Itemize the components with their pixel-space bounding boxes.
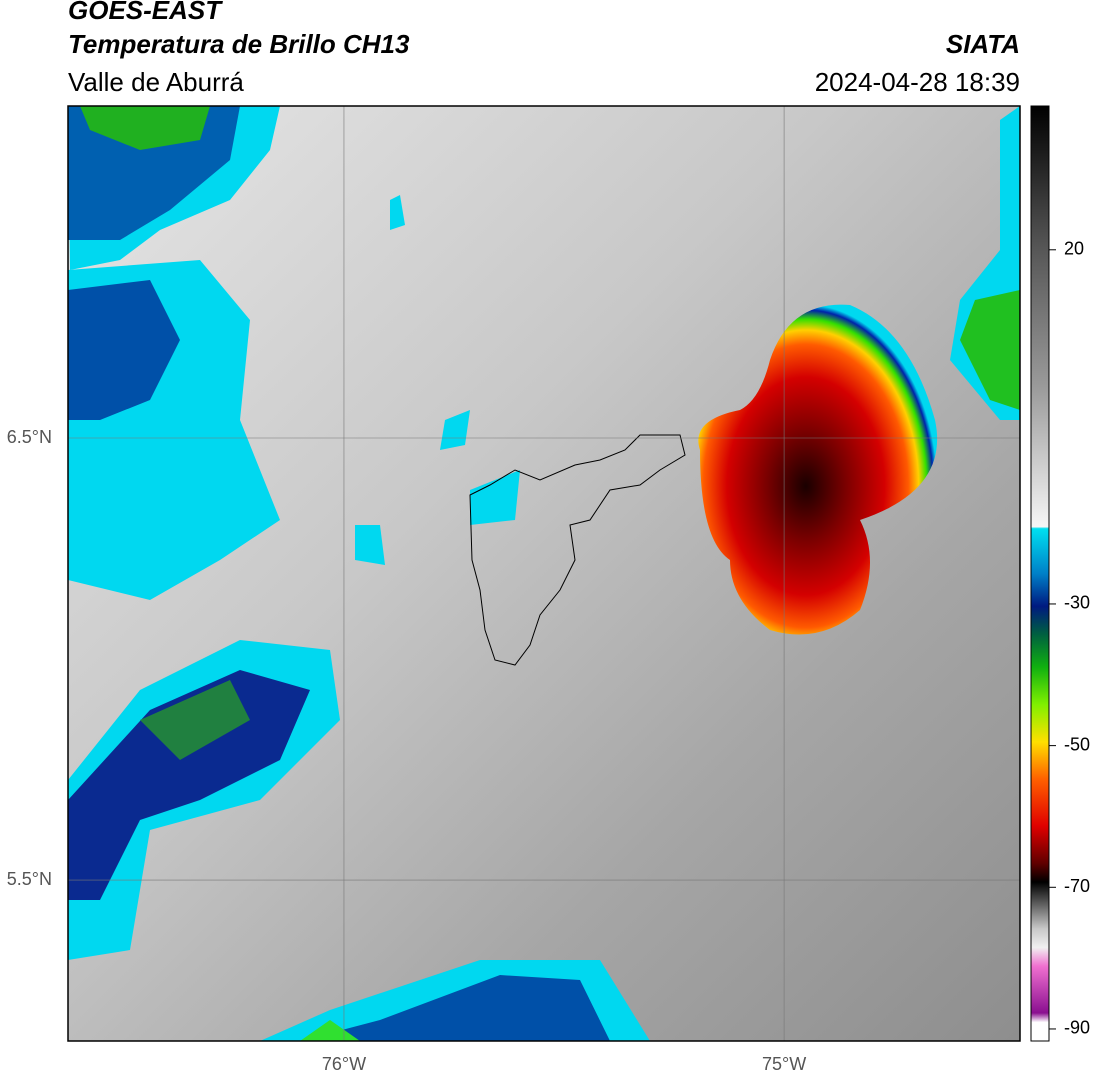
- colorbar-tick-label: -90: [1064, 1018, 1090, 1038]
- lon-label: 75°W: [762, 1054, 806, 1074]
- colorbar-tick-label: 20: [1064, 239, 1084, 259]
- map-frame: [67, 105, 1021, 1042]
- colorbar-tick-label: -50: [1064, 734, 1090, 754]
- lat-label: 6.5°N: [7, 427, 52, 447]
- lon-label: 76°W: [322, 1054, 366, 1074]
- colorbar: [1030, 105, 1050, 1042]
- cold-clouds: [68, 106, 1020, 1041]
- storm-cell: [698, 304, 938, 635]
- colorbar-tick-label: -70: [1064, 876, 1090, 896]
- agency: SIATA: [946, 29, 1020, 59]
- background: [68, 106, 1020, 1041]
- valle-outline: [469, 434, 686, 666]
- satellite: GOES-EAST: [68, 0, 223, 25]
- product: Temperatura de Brillo CH13: [68, 29, 410, 59]
- map: [68, 106, 1020, 1041]
- region: Valle de Aburrá: [68, 67, 244, 97]
- colorbar-tick-label: -30: [1064, 593, 1090, 613]
- datetime: 2024-04-28 18:39: [815, 67, 1020, 97]
- lat-label: 5.5°N: [7, 869, 52, 889]
